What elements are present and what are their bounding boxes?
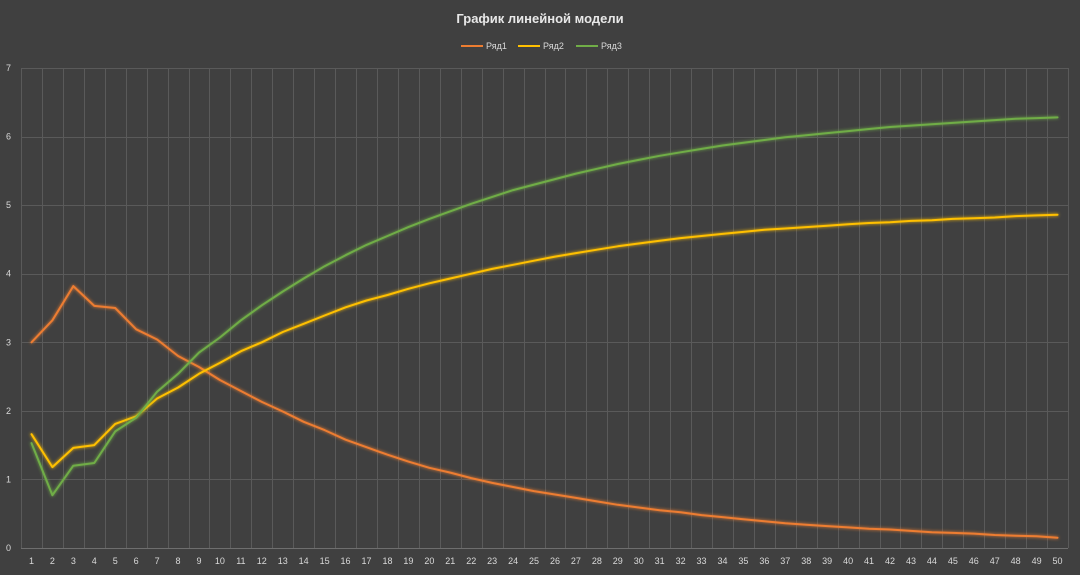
x-tick-label: 36 — [759, 556, 769, 566]
x-tick-label: 37 — [780, 556, 790, 566]
x-tick-label: 40 — [843, 556, 853, 566]
x-tick-label: 8 — [176, 556, 181, 566]
chart-title: График линейной модели — [456, 11, 623, 26]
grid — [21, 68, 1069, 549]
x-tick-label: 3 — [71, 556, 76, 566]
x-tick-label: 19 — [403, 556, 413, 566]
y-tick-label: 2 — [6, 406, 11, 416]
y-axis-ticks: 0 1 2 3 4 5 6 7 — [6, 63, 11, 553]
y-tick-label: 1 — [6, 474, 11, 484]
x-tick-label: 49 — [1032, 556, 1042, 566]
x-tick-label: 35 — [738, 556, 748, 566]
series-line-2 — [30, 213, 1059, 469]
x-tick-label: 5 — [113, 556, 118, 566]
legend-label: Ряд2 — [543, 41, 564, 51]
x-tick-label: 15 — [320, 556, 330, 566]
x-tick-label: 38 — [801, 556, 811, 566]
x-tick-label: 12 — [257, 556, 267, 566]
x-tick-label: 13 — [278, 556, 288, 566]
x-tick-label: 43 — [906, 556, 916, 566]
x-tick-label: 14 — [299, 556, 309, 566]
x-tick-label: 39 — [822, 556, 832, 566]
legend-label: Ряд3 — [601, 41, 622, 51]
x-tick-label: 21 — [445, 556, 455, 566]
x-tick-label: 44 — [927, 556, 937, 566]
x-tick-label: 48 — [1011, 556, 1021, 566]
x-tick-label: 10 — [215, 556, 225, 566]
x-tick-label: 33 — [697, 556, 707, 566]
x-tick-label: 24 — [508, 556, 518, 566]
x-tick-label: 9 — [196, 556, 201, 566]
x-tick-label: 16 — [341, 556, 351, 566]
x-tick-label: 50 — [1053, 556, 1063, 566]
x-tick-label: 7 — [155, 556, 160, 566]
y-tick-label: 0 — [6, 543, 11, 553]
series-line-1 — [30, 285, 1059, 539]
x-tick-label: 28 — [592, 556, 602, 566]
legend-label: Ряд1 — [486, 41, 507, 51]
x-tick-label: 32 — [676, 556, 686, 566]
x-tick-label: 30 — [634, 556, 644, 566]
x-axis-ticks: 1 2 3 4 5 6 7 8 9 10 11 12 13 14 15 16 17 18 19 20 21 22 23 24 2… — [29, 556, 1063, 566]
x-tick-label: 22 — [466, 556, 476, 566]
x-tick-label: 2 — [50, 556, 55, 566]
x-tick-label: 4 — [92, 556, 97, 566]
x-tick-label: 6 — [134, 556, 139, 566]
x-tick-label: 1 — [29, 556, 34, 566]
y-tick-label: 4 — [6, 269, 11, 279]
x-tick-label: 26 — [550, 556, 560, 566]
x-tick-label: 34 — [717, 556, 727, 566]
series-group — [30, 116, 1059, 539]
x-tick-label: 17 — [362, 556, 372, 566]
x-tick-label: 18 — [382, 556, 392, 566]
x-tick-label: 31 — [655, 556, 665, 566]
y-tick-label: 5 — [6, 200, 11, 210]
series-line-3 — [30, 116, 1059, 497]
x-tick-label: 45 — [948, 556, 958, 566]
x-tick-label: 11 — [236, 556, 245, 566]
x-tick-label: 23 — [487, 556, 497, 566]
x-tick-label: 27 — [571, 556, 581, 566]
y-tick-label: 7 — [6, 63, 11, 73]
y-tick-label: 3 — [6, 337, 11, 347]
y-tick-label: 6 — [6, 132, 11, 142]
x-tick-label: 29 — [613, 556, 623, 566]
x-tick-label: 46 — [969, 556, 979, 566]
x-tick-label: 47 — [990, 556, 1000, 566]
x-tick-label: 42 — [885, 556, 895, 566]
x-tick-label: 20 — [424, 556, 434, 566]
legend: Ряд1 Ряд2 Ряд3 — [461, 41, 622, 51]
x-tick-label: 41 — [864, 556, 874, 566]
x-tick-label: 25 — [529, 556, 539, 566]
